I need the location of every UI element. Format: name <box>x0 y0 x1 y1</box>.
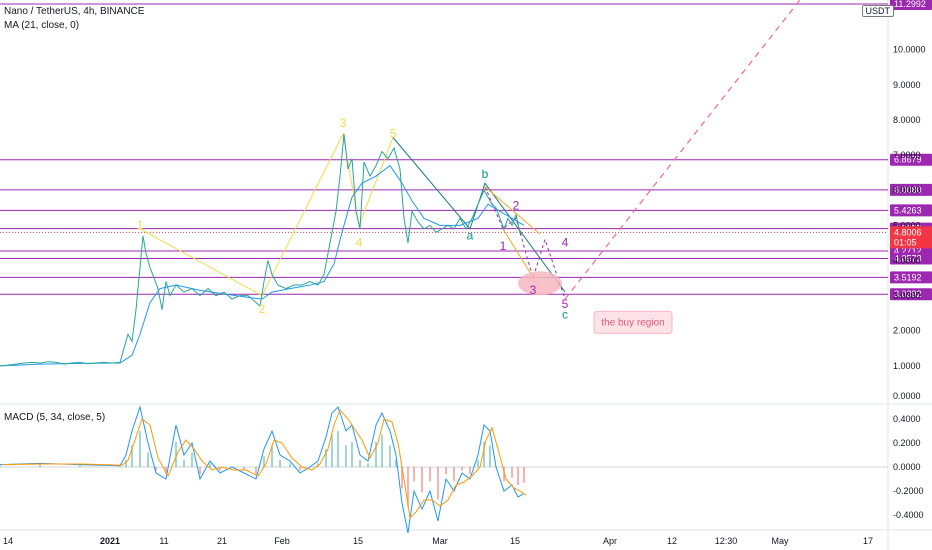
time-tick-label: 12:30 <box>715 536 738 546</box>
time-tick-label: 17 <box>863 536 873 546</box>
countdown-label: 01:05 <box>894 237 917 247</box>
wave-label: 4 <box>356 235 363 249</box>
time-tick-label: 12 <box>667 536 677 546</box>
macd-tick-label: 0.4000 <box>893 414 921 424</box>
price-level-label: 3.5192 <box>894 272 922 282</box>
macd-line <box>0 405 525 534</box>
price-level-tag: 3.5192 <box>890 271 932 284</box>
projection-line <box>564 0 801 300</box>
macd-tick-label: 0.0000 <box>893 462 921 472</box>
wave-label: 5 <box>390 127 397 141</box>
wave-label: 1 <box>137 218 144 232</box>
time-tick-label: 11 <box>159 536 168 546</box>
wave-label: c <box>562 307 568 321</box>
price-tick-label: 1.0000 <box>893 361 921 371</box>
macd-tick-label: 0.2000 <box>893 438 921 448</box>
price-tick-label: 2.0000 <box>893 326 921 336</box>
macd-signal-line <box>1 409 527 520</box>
time-tick-label: Apr <box>603 536 617 546</box>
price-level-label: 4.2712 <box>894 246 922 256</box>
wave-label: 2 <box>513 199 520 213</box>
price-level-label: 11.2992 <box>894 0 926 9</box>
price-tick-label: 9.0000 <box>893 80 921 90</box>
time-tick-label: Mar <box>432 536 448 546</box>
time-tick-label: Feb <box>274 536 290 546</box>
ma-line <box>0 164 525 367</box>
price-tick-label: 5.0000 <box>893 220 921 230</box>
time-tick-label: 15 <box>353 536 363 546</box>
price-level-tag: 4.0573 <box>890 252 932 265</box>
wave-label: 3 <box>340 116 347 130</box>
price-level-tag: 6.0080 <box>890 183 932 196</box>
price-tick-label: 4.0000 <box>893 255 921 265</box>
price-level-tag: 6.8679 <box>890 153 932 166</box>
wave-label: 4 <box>562 235 569 249</box>
buy-region-zone <box>518 271 562 296</box>
price-level-tag: 3.0392 <box>890 288 932 301</box>
price-tick-label: 8.0000 <box>893 115 921 125</box>
trendline-upper <box>484 186 541 235</box>
wave-label: 1 <box>500 239 507 253</box>
price-level-label: 6.8679 <box>894 155 922 165</box>
time-tick-label: 2021 <box>100 536 120 546</box>
elliott-wave-impulse <box>139 132 394 297</box>
price-tick-label: 0.0000 <box>893 391 921 401</box>
price-tick-label: 3.0000 <box>893 291 921 301</box>
ma-indicator-label[interactable]: MA (21, close, 0) <box>4 20 80 31</box>
elliott-subwave <box>484 186 566 300</box>
current-price-label: 4.8006 <box>894 227 922 237</box>
macd-tick-label: -0.2000 <box>893 486 924 496</box>
time-tick-label: 15 <box>510 536 520 546</box>
price-level-label: 5.4263 <box>894 205 922 215</box>
wave-label: a <box>467 228 474 242</box>
time-tick-label: 14 <box>3 536 13 546</box>
price-level-tag: 5.4263 <box>890 204 932 217</box>
price-tick-label: 7.0000 <box>893 150 921 160</box>
wave-label: 5 <box>562 297 569 311</box>
price-tick-label: 6.0000 <box>893 185 921 195</box>
current-price-tag <box>890 226 932 249</box>
time-tick-label: May <box>771 536 789 546</box>
callout-text: the buy region <box>601 317 664 328</box>
price-level-label: 3.0392 <box>894 289 922 299</box>
price-tick-label: 10.0000 <box>893 45 926 55</box>
macd-indicator-label[interactable]: MACD (5, 34, close, 5) <box>4 412 106 423</box>
symbol-title[interactable]: Nano / TetherUS, 4h, BINANCE <box>4 6 145 17</box>
macd-tick-label: -0.4000 <box>893 510 924 520</box>
wave-label: b <box>482 167 489 181</box>
callout-box <box>593 310 673 334</box>
price-level-label: 6.0080 <box>894 185 922 195</box>
time-tick-label: 21 <box>217 536 227 546</box>
wave-label: 2 <box>259 302 266 316</box>
price-level-tag: 11.2992 <box>890 0 932 10</box>
elliott-wave-correction <box>392 137 566 293</box>
currency-badge[interactable]: USDT <box>861 5 894 17</box>
callout-pointer <box>566 288 610 321</box>
price-level-label: 4.0573 <box>894 253 922 263</box>
macd-histogram <box>0 431 525 507</box>
price-line <box>0 133 525 367</box>
wave-label: 3 <box>530 283 537 297</box>
